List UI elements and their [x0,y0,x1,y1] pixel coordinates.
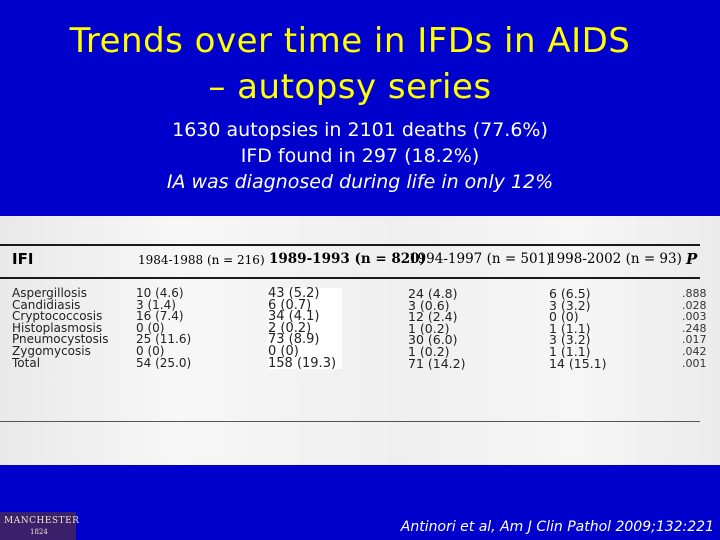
table-bottom-rule [0,421,700,422]
subtitle-line-3: IA was diagnosed during life in only 12% [166,171,554,193]
cell-value: 54 (25.0) [136,355,192,370]
cell-value: 0 (0) [549,309,579,325]
header-p-value: P [686,250,698,268]
cell-value: 3 (1.4) [136,297,176,312]
cell-p-value: .888 [682,287,707,300]
cell-value: 0 (0) [268,343,299,359]
cell-value: 158 (19.3) [268,355,337,371]
cell-value: 14 (15.1) [549,355,607,371]
citation: Antinori et al, Am J Clin Pathol 2009;13… [400,519,714,535]
header-ifi: IFI [12,250,34,268]
column-1998-2002: 6 (6.5) 3 (3.2) 0 (0) 1 (1.1) 3 (3.2) 1 … [549,286,607,371]
slide-title: Trends over time in IFDs in AIDS – autop… [0,18,700,110]
cell-value: 6 (0.7) [268,297,312,313]
column-1994-1997: 24 (4.8) 3 (0.6) 12 (2.4) 1 (0.2) 30 (6.… [408,286,466,371]
cell-value: 1 (0.2) [408,320,450,336]
cell-value: 71 (14.2) [408,355,466,371]
manchester-logo: MANCHESTER 1824 [0,512,80,540]
cell-p-value: .003 [682,310,707,324]
cell-p-value: .042 [682,344,707,358]
cell-p-value: .017 [682,333,707,347]
subtitle-line-2: IFD found in 297 (18.2%) [240,145,480,167]
header-1994-1997: 1994-1997 (n = 501) [409,251,552,267]
slide-subtitle: 1630 autopsies in 2101 deaths (77.6%) IF… [0,117,720,195]
title-line-2: – autopsy series [208,67,492,107]
cell-name: Candidiasis [12,297,81,312]
cell-value: 0 (0) [136,343,165,358]
header-1998-2002: 1998-2002 (n = 93) [548,251,682,267]
table-top-rule [0,244,700,246]
cell-name: Cryptococcosis [12,309,103,324]
subtitle-line-1: 1630 autopsies in 2101 deaths (77.6%) [172,119,548,141]
cell-name: Total [12,355,41,370]
scan-background [0,216,720,465]
header-1984-1988: 1984-1988 (n = 216) [138,253,265,267]
cell-name: Pneumocystosis [12,332,109,347]
title-line-1: Trends over time in IFDs in AIDS [69,21,631,61]
cell-value: 1 (1.1) [549,343,591,359]
cell-value: 12 (2.4) [408,309,458,325]
cell-value: 3 (3.2) [549,332,591,348]
cell-value: 43 (5.2) [268,286,320,301]
cell-p-value: .001 [682,356,707,370]
cell-value: 3 (3.2) [549,297,591,313]
table-header-rule [0,277,700,279]
cell-name: Histoplasmosis [12,320,103,335]
cell-value: 24 (4.8) [408,286,458,301]
logo-year: 1824 [30,528,48,536]
cell-p-value: .248 [682,321,707,335]
cell-name: Zygomycosis [12,343,91,358]
cell-value: 3 (0.6) [408,297,450,313]
footer-band [0,465,720,540]
cell-value: 16 (7.4) [136,309,184,324]
cell-name: Aspergillosis [12,286,87,300]
column-1989-1993: 43 (5.2) 6 (0.7) 34 (4.1) 2 (0.2) 73 (8.… [268,286,343,371]
header-1989-1993: 1989-1993 (n = 820) [269,251,426,267]
cell-value: 10 (4.6) [136,286,184,300]
cell-value: 25 (11.6) [136,332,192,347]
cell-value: 73 (8.9) [268,332,320,348]
cell-value: 2 (0.2) [268,320,312,336]
cell-value: 1 (0.2) [408,343,450,359]
cell-p-value: .028 [682,298,707,312]
cell-value: 30 (6.0) [408,332,458,348]
logo-text: MANCHESTER [4,516,80,526]
cell-value: 34 (4.1) [268,309,320,325]
column-infection-names: Aspergillosis Candidiasis Cryptococcosis… [12,286,109,370]
cell-value: 1 (1.1) [549,320,591,336]
cell-value: 0 (0) [136,320,165,335]
ifd-table-image: IFI 1984-1988 (n = 216) 1989-1993 (n = 8… [0,216,720,465]
column-p-value: .888 .028 .003 .248 .017 .042 .001 [682,288,707,369]
column-1984-1988: 10 (4.6) 3 (1.4) 16 (7.4) 0 (0) 25 (11.6… [136,286,192,370]
cell-value: 6 (6.5) [549,286,591,301]
